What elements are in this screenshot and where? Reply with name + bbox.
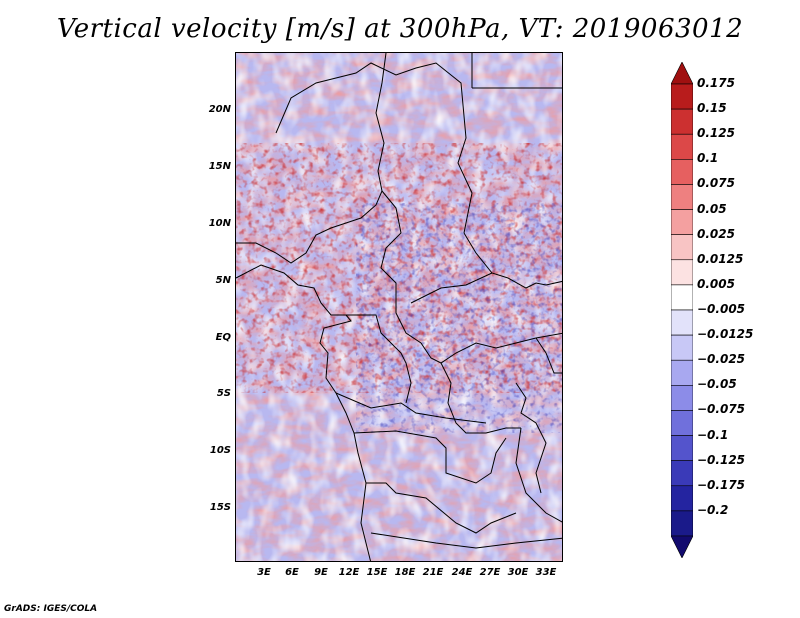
- lat-label-10n: 10N: [208, 218, 231, 229]
- colorbar-tick-label: −0.2: [697, 502, 729, 517]
- colorbar-segment: [671, 234, 693, 261]
- chart-title: Vertical velocity [m/s] at 300hPa, VT: 2…: [56, 14, 744, 44]
- lat-label-15s: 15S: [209, 502, 231, 513]
- colorbar-tick-label: 0.175: [697, 76, 735, 90]
- colorbar-tick-label: 0.075: [697, 176, 735, 191]
- colorbar-tick-label: 0.125: [697, 126, 735, 141]
- colorbar-tick-label: −0.05: [697, 377, 737, 392]
- lon-label-21e: 21E: [422, 567, 444, 578]
- colorbar-tick-label: −0.175: [697, 477, 746, 492]
- colorbar-tick-label: −0.1: [697, 427, 729, 442]
- colorbar-segment: [671, 334, 693, 361]
- colorbar-tick-label: −0.125: [697, 452, 746, 467]
- colorbar-segment: [671, 435, 693, 461]
- colorbar-segment: [671, 535, 693, 558]
- lat-label-10s: 10S: [209, 445, 231, 456]
- map-plot: [235, 52, 563, 562]
- lat-label-15n: 15N: [208, 161, 231, 172]
- lon-label-27e: 27E: [479, 567, 501, 578]
- colorbar-segment: [671, 108, 693, 135]
- colorbar-tick-label: −0.005: [697, 302, 746, 316]
- lon-label-12e: 12E: [338, 567, 360, 578]
- colorbar: [671, 62, 693, 558]
- colorbar-tick-label: 0.15: [697, 101, 727, 116]
- colorbar-segment: [671, 184, 693, 210]
- lat-label-5n: 5N: [215, 275, 231, 286]
- lon-label-9e: 9E: [314, 567, 328, 578]
- lat-label-eq: EQ: [215, 332, 231, 343]
- colorbar-tick-label: 0.05: [697, 201, 727, 216]
- colorbar-segment: [671, 359, 693, 386]
- colorbar-segment: [671, 62, 693, 85]
- colorbar-segment: [671, 410, 693, 436]
- lon-label-33e: 33E: [535, 567, 557, 578]
- vertical-velocity-field: [236, 53, 562, 561]
- colorbar-segment: [671, 460, 693, 487]
- colorbar-segment: [671, 133, 693, 160]
- colorbar-segment: [671, 209, 693, 235]
- colorbar-tick-label: −0.025: [697, 352, 746, 367]
- colorbar-segment: [671, 385, 693, 411]
- lon-label-6e: 6E: [285, 567, 299, 578]
- colorbar-segment: [671, 284, 693, 311]
- colorbar-segment: [671, 83, 693, 110]
- lon-label-30e: 30E: [507, 567, 529, 578]
- grads-credit: GrADS: IGES/COLA: [4, 604, 98, 614]
- colorbar-segment: [671, 159, 693, 185]
- colorbar-tick-label: 0.005: [697, 276, 735, 291]
- colorbar-tick-label: −0.0125: [697, 327, 754, 342]
- colorbar-segment: [671, 309, 693, 336]
- colorbar-segment: [671, 259, 693, 286]
- colorbar-segment: [671, 485, 693, 512]
- lon-label-24e: 24E: [451, 567, 473, 578]
- colorbar-segment: [671, 510, 693, 537]
- lat-label-5s: 5S: [216, 388, 231, 399]
- colorbar-tick-label: −0.075: [697, 402, 746, 417]
- lon-label-18e: 18E: [394, 567, 416, 578]
- colorbar-tick-label: 0.0125: [697, 251, 744, 266]
- colorbar-tick-label: 0.1: [697, 151, 719, 166]
- colorbar-tick-label: 0.025: [697, 226, 735, 241]
- lat-label-20n: 20N: [208, 104, 231, 115]
- lon-label-15e: 15E: [366, 567, 388, 578]
- country-borders: [236, 53, 562, 561]
- lon-label-3e: 3E: [257, 567, 271, 578]
